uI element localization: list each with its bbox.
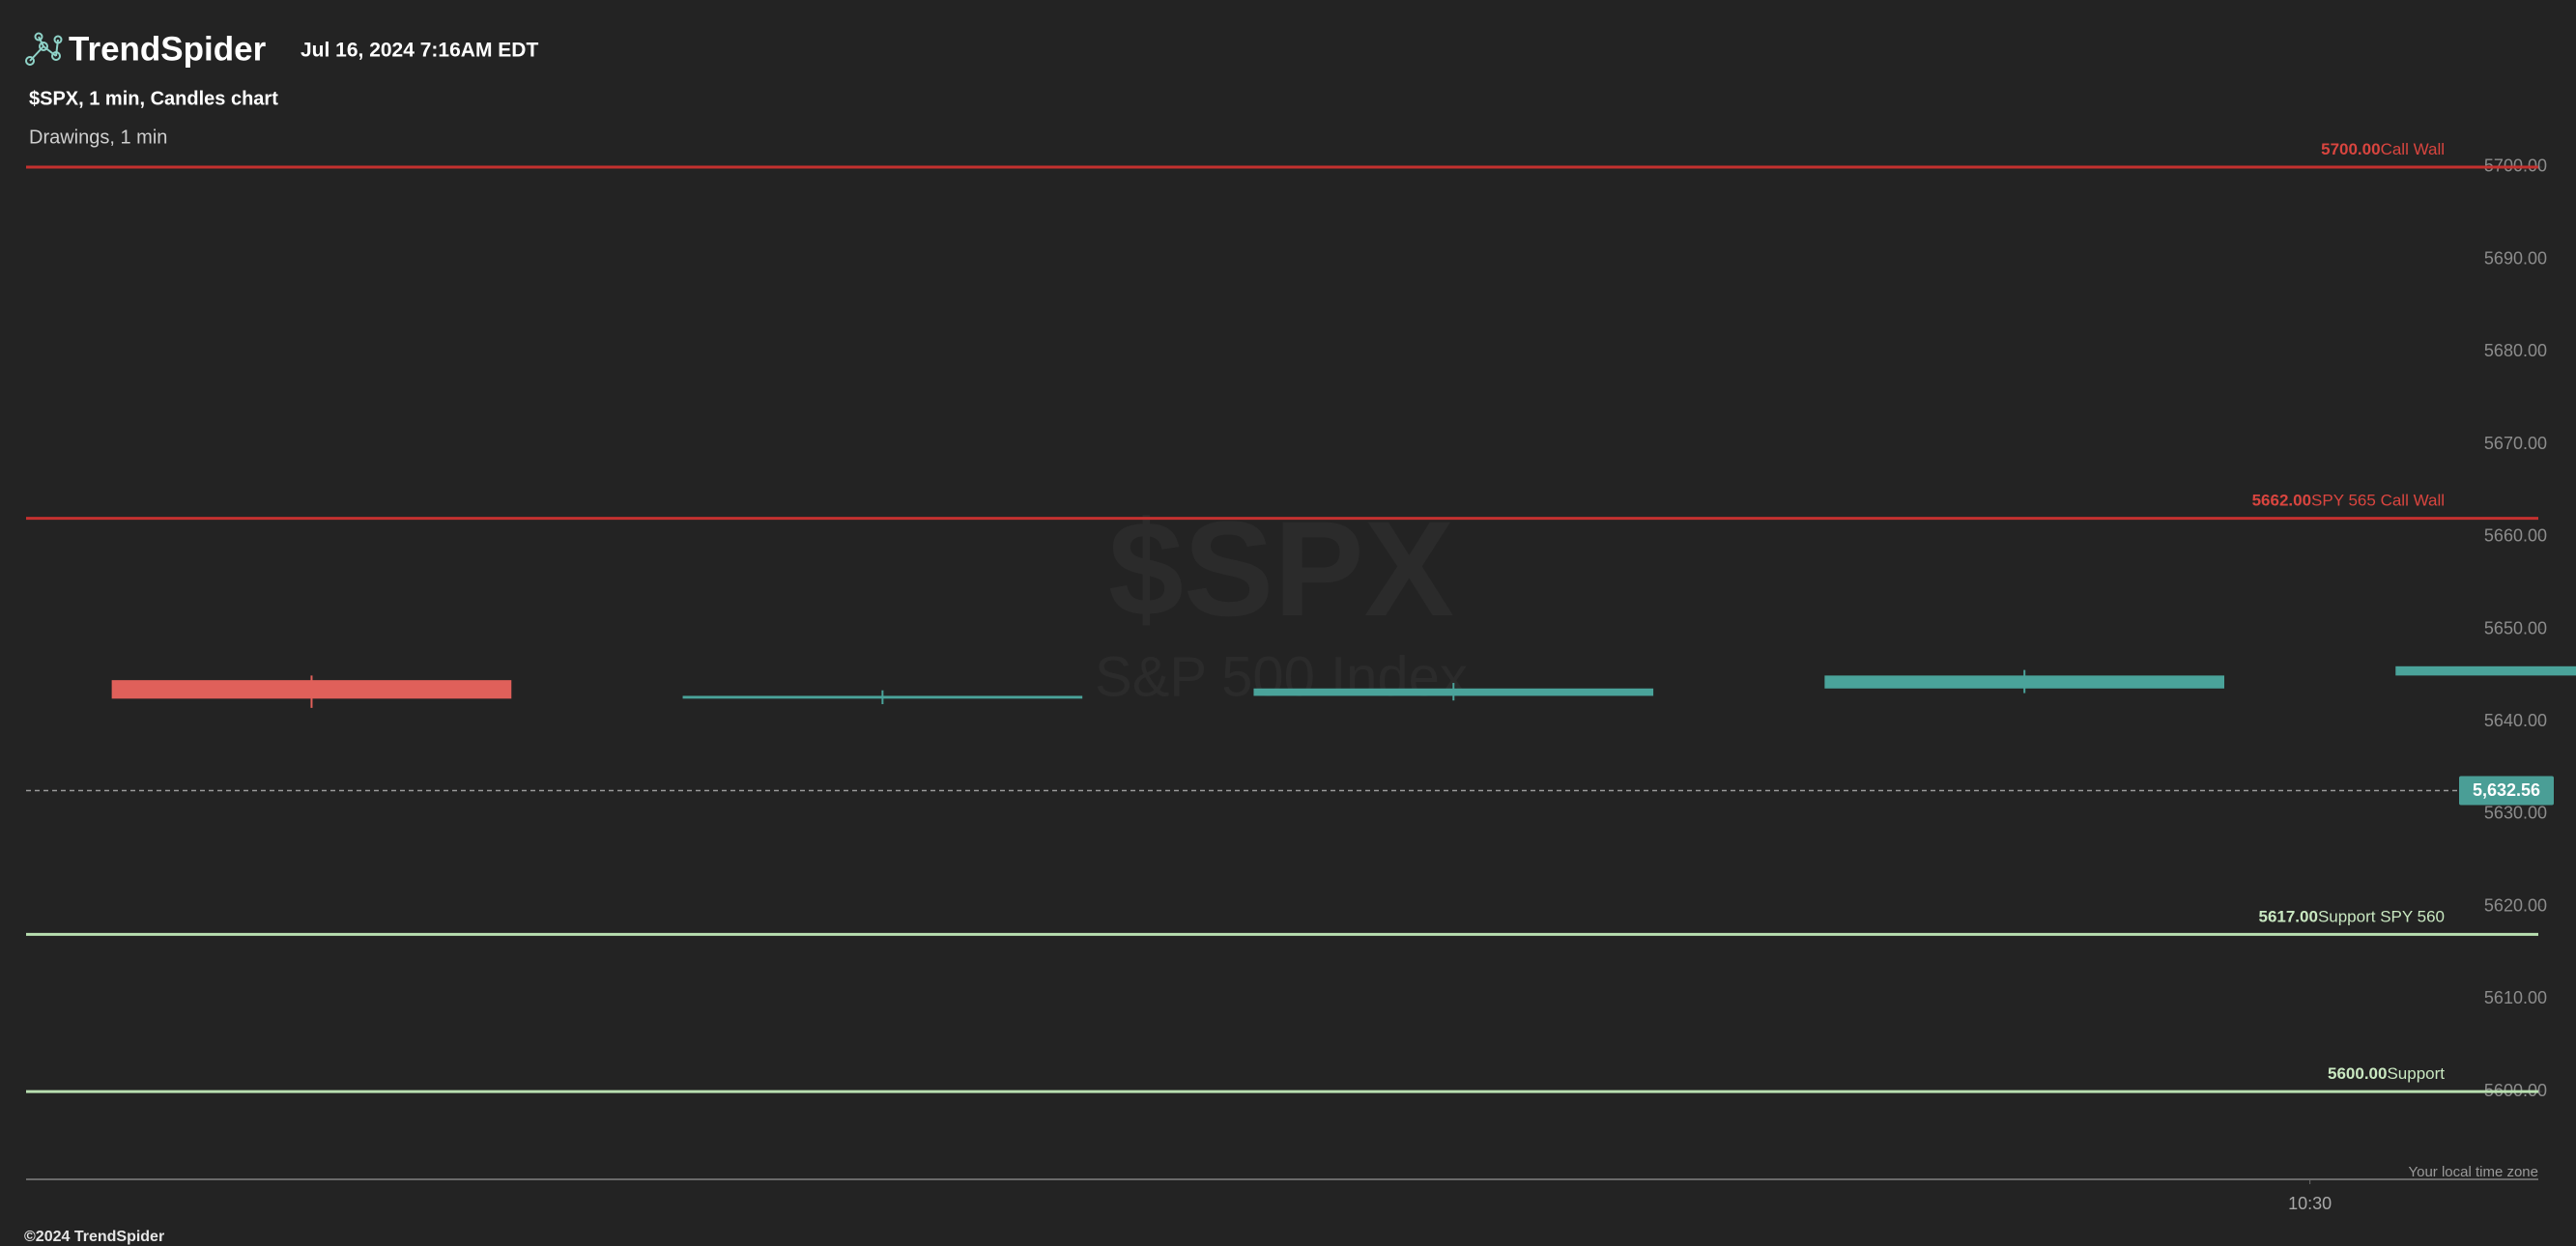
y-tick-label: 5660.00 — [2484, 526, 2547, 546]
timezone-note: Your local time zone — [2408, 1164, 2538, 1180]
y-tick-label: 5690.00 — [2484, 248, 2547, 268]
candle-body — [1824, 675, 2224, 689]
level-name: Support — [2387, 1065, 2445, 1084]
level-label: 5700.00Call Wall — [2321, 140, 2445, 158]
watermark: $SPX — [1108, 493, 1454, 644]
chart-subtitle: Drawings, 1 min — [29, 127, 167, 148]
level-name: Call Wall — [2381, 140, 2445, 158]
level-value: 5700.00 — [2321, 140, 2380, 158]
level-label: 5600.00Support — [2328, 1065, 2445, 1084]
level-label: 5617.00Support SPY 560 — [2258, 908, 2445, 926]
y-tick-label: 5640.00 — [2484, 711, 2547, 730]
level-name: Support SPY 560 — [2318, 908, 2445, 926]
level-value: 5662.00 — [2252, 492, 2311, 510]
y-tick-label: 5610.00 — [2484, 988, 2547, 1007]
last-price-box — [2459, 776, 2554, 806]
logo-icon — [25, 32, 63, 66]
chart-title: $SPX, 1 min, Candles chart — [29, 88, 278, 109]
y-tick-label: 5680.00 — [2484, 341, 2547, 360]
level-name: SPY 565 Call Wall — [2311, 492, 2445, 510]
y-tick-label: 5650.00 — [2484, 618, 2547, 637]
timestamp: Jul 16, 2024 7:16AM EDT — [301, 40, 538, 62]
level-value: 5617.00 — [2258, 908, 2317, 926]
x-tick-label: 10:30 — [2288, 1194, 2332, 1213]
brand: TrendSpider — [69, 30, 267, 68]
candle-body — [2395, 665, 2576, 676]
candle-body — [111, 680, 512, 699]
candle-body — [682, 695, 1083, 699]
y-tick-label: 5620.00 — [2484, 895, 2547, 915]
y-tick-label: 5670.00 — [2484, 434, 2547, 453]
level-value: 5600.00 — [2328, 1065, 2387, 1084]
level-label: 5662.00SPY 565 Call Wall — [2252, 492, 2445, 510]
candle-body — [1253, 688, 1654, 696]
last-price-label: 5,632.56 — [2473, 780, 2540, 800]
copyright: ©2024 TrendSpider — [24, 1229, 164, 1245]
watermark-subtitle: S&P 500 Index — [1095, 645, 1468, 708]
y-tick-label: 5630.00 — [2484, 804, 2547, 823]
